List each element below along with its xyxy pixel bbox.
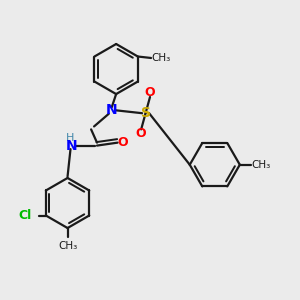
Text: O: O xyxy=(117,136,128,149)
Text: CH₃: CH₃ xyxy=(252,160,271,170)
Text: CH₃: CH₃ xyxy=(58,241,77,251)
Text: N: N xyxy=(106,103,118,117)
Text: O: O xyxy=(145,86,155,99)
Text: H: H xyxy=(66,133,74,143)
Text: N: N xyxy=(66,139,78,153)
Text: CH₃: CH₃ xyxy=(151,53,170,63)
Text: S: S xyxy=(141,106,151,120)
Text: Cl: Cl xyxy=(19,209,32,222)
Text: O: O xyxy=(136,127,146,140)
